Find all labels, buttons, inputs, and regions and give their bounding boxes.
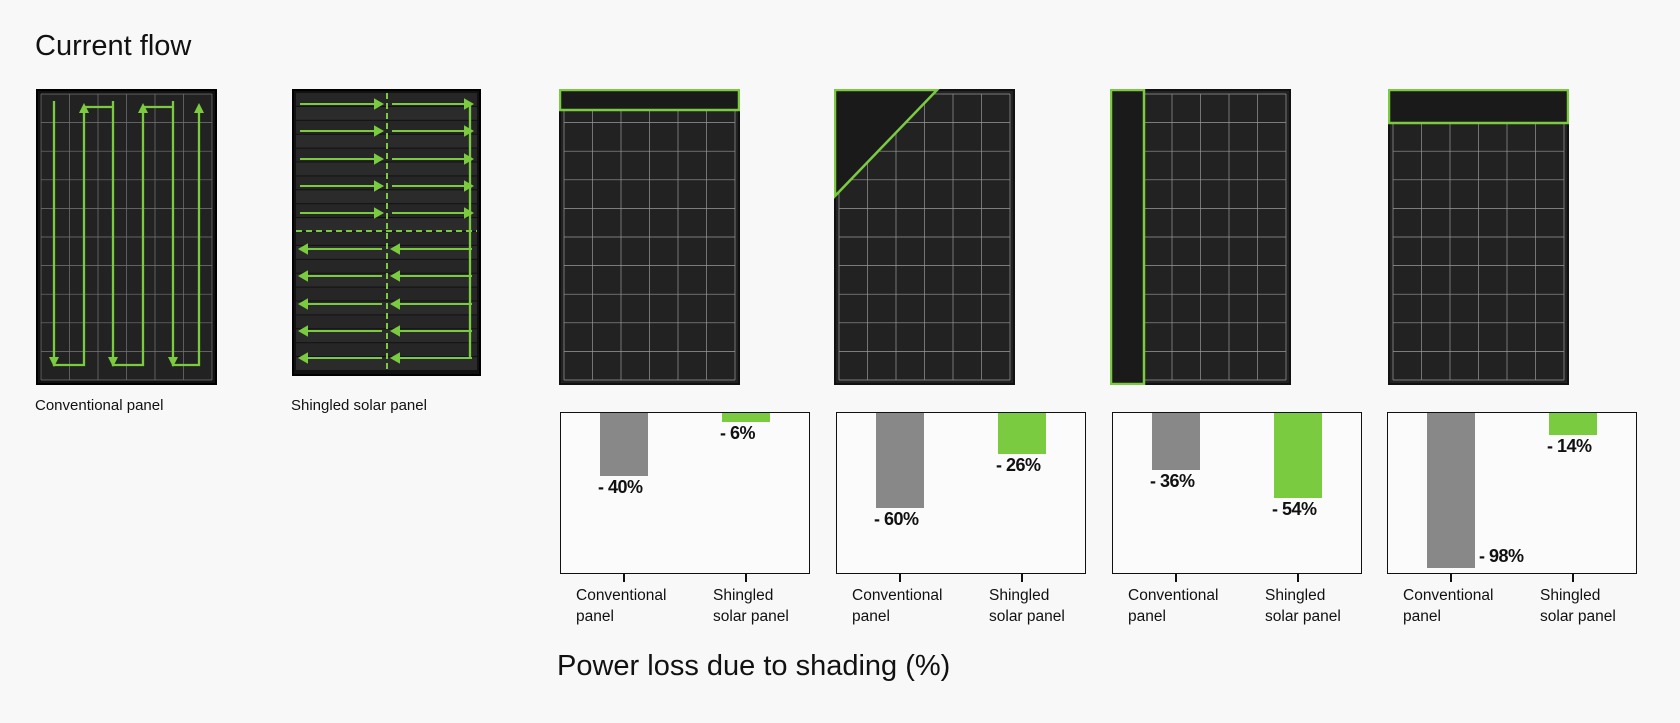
shaded-panel-top-strip [559, 89, 740, 385]
x-axis-label-line: solar panel [1540, 608, 1616, 625]
x-axis-label: Conventional panel [1403, 585, 1493, 627]
x-axis-label: Shingled solar panel [1540, 585, 1616, 627]
x-axis-label-line: Shingled [989, 587, 1050, 604]
shaded-panel-left-column [1110, 89, 1291, 385]
conventional-panel-caption: Conventional panel [35, 397, 164, 414]
x-axis-tick [899, 574, 901, 582]
x-axis-label-line: Shingled [713, 587, 774, 604]
shingled-loss-label: - 54% [1272, 499, 1317, 519]
power-loss-chart-1: - 40% - 6% [560, 412, 810, 574]
shingled-loss-label: - 6% [720, 423, 756, 443]
x-axis-tick [623, 574, 625, 582]
x-axis-label: Shingled solar panel [1265, 585, 1341, 627]
shingled-loss-bar [1274, 413, 1322, 498]
shingled-loss-bar [998, 413, 1046, 454]
x-axis-tick [1297, 574, 1299, 582]
shaded-panel-top-row [1388, 89, 1569, 385]
x-axis-tick [1175, 574, 1177, 582]
conventional-loss-label: - 40% [598, 477, 643, 497]
x-axis-tick [1450, 574, 1452, 582]
shaded-panel-corner-triangle [834, 89, 1015, 385]
conventional-loss-bar [1427, 413, 1475, 568]
x-axis-label: Shingled solar panel [989, 585, 1065, 627]
x-axis-label-line: solar panel [1265, 608, 1341, 625]
shingled-loss-label: - 14% [1547, 436, 1592, 456]
x-axis-label-line: panel [1128, 608, 1166, 625]
x-axis-label-line: Conventional [852, 587, 943, 604]
x-axis-label: Shingled solar panel [713, 585, 789, 627]
x-axis-label-line: Shingled [1540, 587, 1601, 604]
x-axis-label-line: Conventional [1403, 587, 1494, 604]
conventional-loss-bar [1152, 413, 1200, 470]
shingled-loss-bar [1549, 413, 1597, 435]
x-axis-label: Conventional panel [852, 585, 942, 627]
x-axis-tick [1572, 574, 1574, 582]
shingled-panel-flow-diagram [292, 89, 481, 376]
power-loss-chart-4: - 98% - 14% [1387, 412, 1637, 574]
shingled-loss-label: - 26% [996, 455, 1041, 475]
x-axis-label-line: Shingled [1265, 587, 1326, 604]
x-axis-label-line: panel [1403, 608, 1441, 625]
conventional-loss-label: - 60% [874, 509, 919, 529]
shingled-panel-caption: Shingled solar panel [291, 397, 427, 414]
page-title: Current flow [35, 30, 192, 62]
conventional-panel-flow-diagram [36, 89, 217, 385]
power-loss-chart-3: - 36% - 54% [1112, 412, 1362, 574]
x-axis-label-line: Conventional [576, 587, 667, 604]
power-loss-chart-2: - 60% - 26% [836, 412, 1086, 574]
x-axis-label-line: solar panel [713, 608, 789, 625]
x-axis-label-line: solar panel [989, 608, 1065, 625]
x-axis-tick [1021, 574, 1023, 582]
x-axis-label: Conventional panel [576, 585, 666, 627]
conventional-loss-bar [600, 413, 648, 476]
conventional-loss-label: - 98% [1479, 546, 1524, 566]
x-axis-label-line: panel [576, 608, 614, 625]
chart-title: Power loss due to shading (%) [557, 650, 951, 682]
x-axis-label-line: panel [852, 608, 890, 625]
conventional-loss-label: - 36% [1150, 471, 1195, 491]
shingled-loss-bar [722, 413, 770, 422]
x-axis-tick [745, 574, 747, 582]
x-axis-label-line: Conventional [1128, 587, 1219, 604]
x-axis-label: Conventional panel [1128, 585, 1218, 627]
conventional-loss-bar [876, 413, 924, 508]
